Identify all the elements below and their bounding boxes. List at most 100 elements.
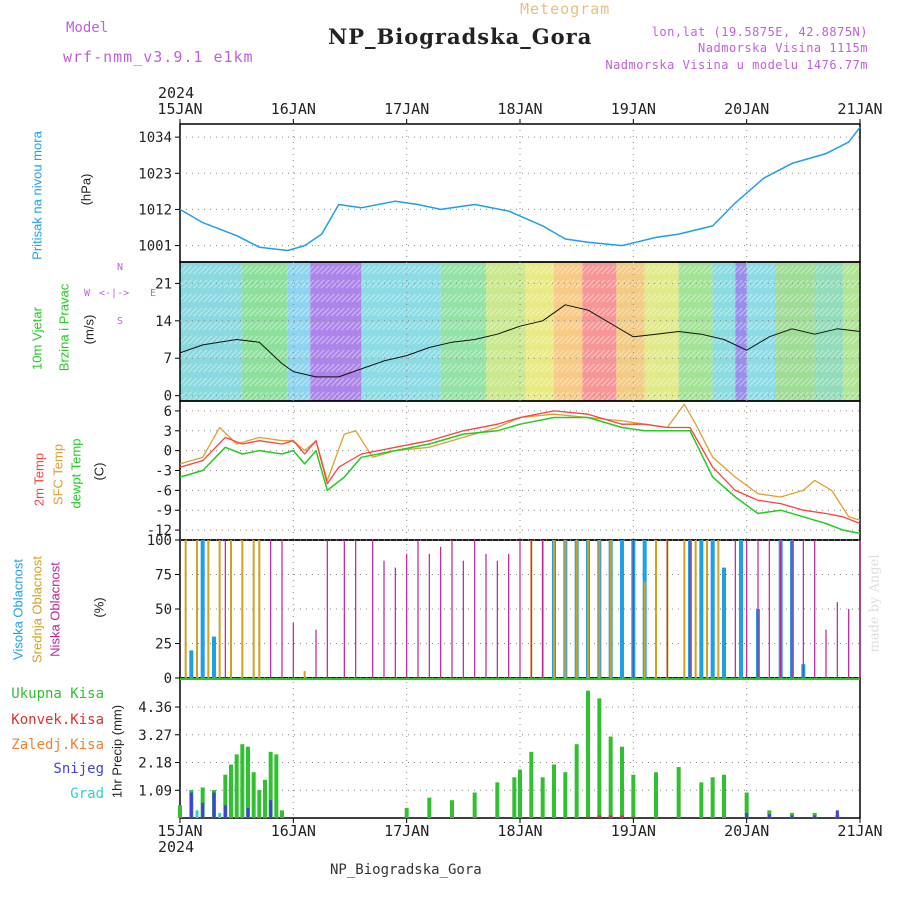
wind-barb-mark [448, 363, 457, 373]
wind-barb-mark [453, 307, 463, 317]
wind-barb-mark [223, 321, 233, 331]
wind-barb-mark [540, 363, 549, 373]
wind-barb-mark [295, 377, 304, 387]
wind-barb-mark [336, 265, 345, 275]
y-tick-label: 25 [155, 637, 172, 653]
wind-barb-mark [392, 321, 401, 331]
wind-barb-mark [784, 363, 794, 373]
wind-barb-mark [687, 363, 697, 373]
wind-barb-mark [789, 265, 799, 275]
x-tick-label-bottom: 15JAN [157, 822, 202, 840]
conv-rain-bar [631, 816, 636, 818]
wind-barb-mark [693, 363, 702, 373]
wind-barb-mark [585, 377, 595, 387]
wind-barb-mark [545, 363, 554, 373]
wind-barb-mark [825, 349, 835, 359]
wind-barb-mark [550, 349, 559, 359]
low-cloud-bar [848, 609, 850, 678]
wind-barb-mark [489, 391, 498, 401]
wind-barb-mark [198, 391, 208, 401]
wind-barb-mark [657, 363, 667, 373]
wind-barb-mark [315, 377, 325, 387]
low-cloud-bar [632, 540, 634, 678]
wind-barb-mark [764, 293, 774, 303]
wind-barb-mark [254, 293, 264, 303]
wind-barb-mark [565, 391, 575, 401]
wind-barb-mark [295, 279, 304, 289]
wind-barb-mark [269, 279, 279, 289]
wind-barb-mark [642, 321, 651, 331]
wind-barb-mark [575, 363, 585, 373]
wind-barb-mark [300, 363, 310, 373]
wind-barb-mark [228, 279, 238, 289]
wind-barb-mark [795, 391, 804, 401]
mid-cloud-bar [258, 540, 261, 678]
wind-barb-mark [784, 279, 794, 289]
wind-band-7 [525, 262, 554, 401]
wind-barb-mark [611, 363, 621, 373]
wind-barb-mark [545, 293, 554, 303]
wind-barb-mark [687, 293, 697, 303]
wind-barb-mark [835, 363, 845, 373]
wind-barb-mark [585, 265, 595, 275]
wind-barb-mark [208, 279, 218, 289]
wind-barb-mark [183, 307, 192, 317]
wind-barb-mark [764, 265, 774, 275]
wind-barb-mark [708, 293, 718, 303]
wind-barb-mark [519, 363, 529, 373]
wind-barb-mark [392, 377, 401, 387]
wind-barb-mark [693, 279, 702, 289]
wind-barb-mark [351, 279, 361, 289]
wind-barb-mark [626, 279, 636, 289]
wind-barb-mark [708, 279, 718, 289]
wind-barb-mark [580, 335, 590, 345]
wind-barb-mark [555, 377, 565, 387]
wind-barb-mark [570, 363, 580, 373]
total-rain-bar [512, 777, 517, 818]
wind-barb-mark [274, 293, 284, 303]
wind-barb-mark [478, 349, 488, 359]
wind-barb-mark [330, 265, 340, 275]
wind-barb-mark [805, 363, 814, 373]
mid-cloud-bar [184, 540, 187, 678]
wind-barb-mark [703, 349, 712, 359]
wind-barb-mark [193, 391, 202, 401]
wind-barb-mark [800, 293, 809, 303]
wind-barb-mark [519, 279, 529, 289]
wind-barb-mark [279, 391, 289, 401]
wind-barb-mark [662, 321, 672, 331]
wind-barb-mark [621, 265, 631, 275]
wind-barb-mark [249, 321, 259, 331]
wind-barb-mark [534, 363, 544, 373]
wind-barb-mark [198, 349, 208, 359]
wind-barb-mark [657, 293, 667, 303]
wind-barb-mark [330, 377, 340, 387]
wind-barb-mark [387, 293, 396, 303]
wind-barb-mark [402, 279, 412, 289]
wind-barb-mark [652, 391, 661, 401]
wind-barb-mark [667, 307, 677, 317]
wind-barb-mark [703, 279, 712, 289]
wind-barb-mark [412, 391, 422, 401]
wind-barb-mark [183, 265, 192, 275]
wind-barb-mark [290, 377, 299, 387]
wind-barb-mark [274, 349, 284, 359]
wind-barb-mark [795, 349, 804, 359]
wind-barb-mark [749, 349, 758, 359]
y-tick-label: 0 [164, 671, 172, 687]
wind-barb-mark [208, 349, 218, 359]
wind-barb-mark [774, 321, 784, 331]
wind-barb-mark [545, 265, 554, 275]
mid-cloud-bar [609, 540, 612, 678]
wind-barb-mark [769, 377, 779, 387]
total-rain-bar [563, 772, 568, 818]
wind-barb-mark [218, 363, 228, 373]
wind-barb-mark [738, 293, 748, 303]
wind-barb-mark [218, 335, 228, 345]
wind-barb-mark [264, 377, 274, 387]
wind-barb-mark [188, 293, 197, 303]
wind-barb-mark [397, 321, 406, 331]
wind-barb-mark [570, 265, 580, 275]
wind-barb-mark [596, 293, 605, 303]
wind-barb-mark [285, 363, 294, 373]
